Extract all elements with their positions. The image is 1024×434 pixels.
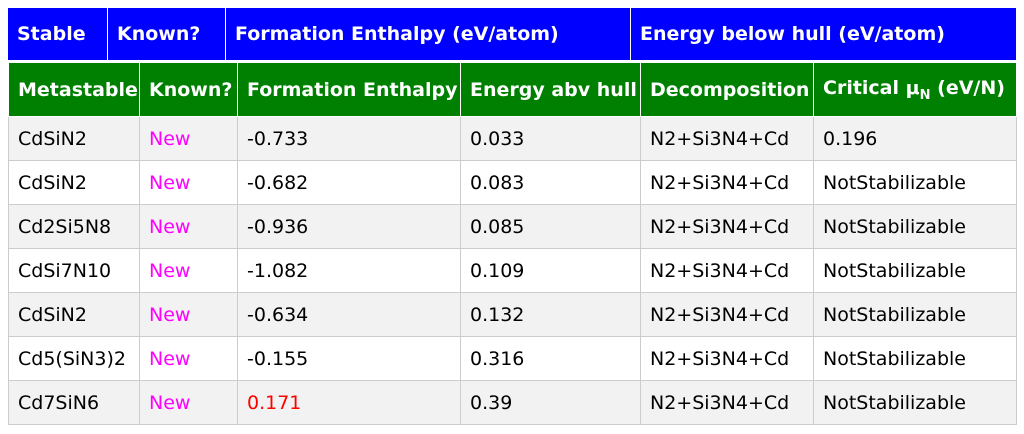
- critical-mu-unit: (eV/N): [937, 76, 1005, 99]
- header-known: Known?: [139, 62, 238, 117]
- cell-formula: CdSi7N10: [8, 248, 140, 293]
- cell-decomposition: N2+Si3N4+Cd: [640, 116, 814, 161]
- cell-formula: Cd5(SiN3)2: [8, 336, 140, 381]
- cell-energy-abv-hull: 0.132: [460, 292, 641, 337]
- cell-energy-abv-hull: 0.085: [460, 204, 641, 249]
- cell-formation-enthalpy: -0.155: [237, 336, 461, 381]
- cell-formula: CdSiN2: [8, 292, 140, 337]
- cell-known: New: [139, 336, 238, 381]
- cell-critical-mu: NotStabilizable: [813, 336, 1017, 381]
- cell-energy-abv-hull: 0.083: [460, 160, 641, 205]
- cell-formation-enthalpy: -1.082: [237, 248, 461, 293]
- table-row: Cd2Si5N8 New -0.936 0.085 N2+Si3N4+Cd NotStab…: [8, 204, 1017, 249]
- stable-header-stable: Stable: [8, 8, 108, 60]
- critical-mu-subscript: N: [919, 87, 931, 103]
- cell-energy-abv-hull: 0.39: [460, 380, 641, 425]
- cell-formation-enthalpy: -0.682: [237, 160, 461, 205]
- metastable-table: Metastable Known? Formation Enthalpy Ene…: [8, 62, 1017, 425]
- cell-formation-enthalpy: -0.634: [237, 292, 461, 337]
- cell-formation-enthalpy: -0.936: [237, 204, 461, 249]
- cell-decomposition: N2+Si3N4+Cd: [640, 380, 814, 425]
- cell-formation-enthalpy: 0.171: [237, 380, 461, 425]
- cell-critical-mu: NotStabilizable: [813, 248, 1017, 293]
- header-metastable: Metastable: [8, 62, 140, 117]
- cell-known: New: [139, 380, 238, 425]
- cell-decomposition: N2+Si3N4+Cd: [640, 336, 814, 381]
- table-row: CdSi7N10 New -1.082 0.109 N2+Si3N4+Cd NotStab…: [8, 248, 1017, 293]
- cell-energy-abv-hull: 0.109: [460, 248, 641, 293]
- cell-decomposition: N2+Si3N4+Cd: [640, 204, 814, 249]
- cell-known: New: [139, 116, 238, 161]
- cell-known: New: [139, 204, 238, 249]
- cell-formula: CdSiN2: [8, 160, 140, 205]
- cell-known: New: [139, 248, 238, 293]
- table-row: Cd7SiN6 New 0.171 0.39 N2+Si3N4+Cd NotStabili…: [8, 380, 1017, 425]
- cell-energy-abv-hull: 0.316: [460, 336, 641, 381]
- stable-header-row: Stable Known? Formation Enthalpy (eV/ato…: [8, 8, 1016, 60]
- cell-decomposition: N2+Si3N4+Cd: [640, 248, 814, 293]
- cell-critical-mu: NotStabilizable: [813, 204, 1017, 249]
- table-row: Cd5(SiN3)2 New -0.155 0.316 N2+Si3N4+Cd NotSt…: [8, 336, 1017, 381]
- header-energy-abv-hull: Energy abv hull: [460, 62, 641, 117]
- header-critical-mu: Critical μN (eV/N): [813, 62, 1017, 117]
- cell-critical-mu: NotStabilizable: [813, 160, 1017, 205]
- critical-mu-prefix: Critical μ: [823, 76, 920, 99]
- table-row: CdSiN2 New -0.682 0.083 N2+Si3N4+Cd NotStabil…: [8, 160, 1017, 205]
- cell-formation-enthalpy: -0.733: [237, 116, 461, 161]
- cell-known: New: [139, 160, 238, 205]
- stable-header-known: Known?: [108, 8, 226, 60]
- cell-critical-mu: NotStabilizable: [813, 292, 1017, 337]
- metastable-header-row: Metastable Known? Formation Enthalpy Ene…: [8, 62, 1017, 117]
- table-row: CdSiN2 New -0.634 0.132 N2+Si3N4+Cd NotStabil…: [8, 292, 1017, 337]
- cell-formula: CdSiN2: [8, 116, 140, 161]
- stable-header-energy-below-hull: Energy below hull (eV/atom): [640, 23, 945, 45]
- table-row: CdSiN2 New -0.733 0.033 N2+Si3N4+Cd 0.196: [8, 116, 1017, 161]
- cell-known: New: [139, 292, 238, 337]
- stable-header-formation-enthalpy: Formation Enthalpy (eV/atom): [226, 8, 631, 60]
- cell-formula: Cd7SiN6: [8, 380, 140, 425]
- cell-decomposition: N2+Si3N4+Cd: [640, 160, 814, 205]
- cell-critical-mu: 0.196: [813, 116, 1017, 161]
- cell-critical-mu: NotStabilizable: [813, 380, 1017, 425]
- cell-formula: Cd2Si5N8: [8, 204, 140, 249]
- cell-decomposition: N2+Si3N4+Cd: [640, 292, 814, 337]
- header-formation-enthalpy: Formation Enthalpy: [237, 62, 461, 117]
- header-decomposition: Decomposition: [640, 62, 814, 117]
- cell-energy-abv-hull: 0.033: [460, 116, 641, 161]
